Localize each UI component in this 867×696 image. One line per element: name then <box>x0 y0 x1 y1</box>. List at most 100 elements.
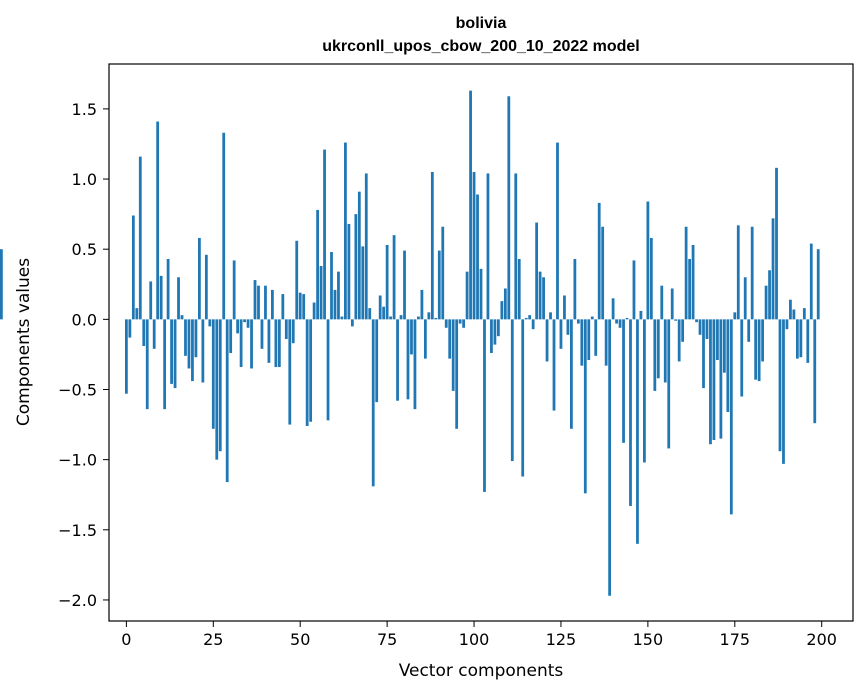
bar <box>597 202 601 320</box>
bar <box>295 240 299 320</box>
bar <box>152 319 156 349</box>
bar <box>674 319 678 321</box>
x-tick-label: 125 <box>546 630 577 649</box>
bar <box>576 319 580 324</box>
bar <box>458 319 462 324</box>
bar <box>608 319 612 596</box>
bar <box>486 173 490 320</box>
bar <box>670 288 674 320</box>
bar <box>510 319 514 462</box>
bar <box>277 319 281 368</box>
bar <box>326 319 330 421</box>
bar <box>403 250 406 320</box>
bar <box>625 317 629 320</box>
bar <box>357 191 361 320</box>
bar <box>434 317 438 320</box>
bar <box>319 266 323 320</box>
bar <box>545 319 549 362</box>
bar <box>333 289 337 320</box>
bar <box>795 319 799 359</box>
bar <box>559 319 563 349</box>
bar <box>312 302 316 320</box>
y-tick-label: −1.5 <box>58 521 97 540</box>
bar <box>166 259 170 320</box>
bar <box>754 319 758 380</box>
bar <box>229 319 233 354</box>
bar <box>340 316 344 320</box>
bar <box>159 275 163 320</box>
chart-subtitle: ukrconll_upos_cbow_200_10_2022 model <box>322 38 639 55</box>
x-tick-label: 50 <box>290 630 310 649</box>
bar <box>406 319 410 400</box>
bar <box>361 246 365 320</box>
bar <box>180 315 184 320</box>
bar <box>809 243 813 320</box>
bar <box>496 319 500 337</box>
bar <box>681 319 685 342</box>
bar <box>632 260 636 320</box>
bar <box>271 289 274 320</box>
bar <box>145 319 149 410</box>
bar <box>441 226 445 320</box>
bar <box>726 319 730 412</box>
bar <box>629 319 632 506</box>
bar <box>563 295 566 320</box>
bar <box>250 319 253 369</box>
bar <box>611 298 615 320</box>
bar <box>785 319 789 330</box>
bar <box>378 295 382 320</box>
x-tick-label: 0 <box>121 630 131 649</box>
bar <box>423 319 427 359</box>
bar <box>184 319 187 356</box>
bar <box>451 319 455 391</box>
bar <box>618 319 622 328</box>
bar <box>284 319 288 339</box>
bar <box>444 319 448 328</box>
bar <box>420 289 424 320</box>
bar <box>729 319 733 515</box>
bar <box>396 319 399 401</box>
bar <box>663 319 667 383</box>
bar <box>472 172 476 320</box>
bar <box>399 315 403 320</box>
bar <box>636 319 639 544</box>
bar <box>309 319 313 422</box>
bar <box>639 310 643 320</box>
bar <box>410 319 413 355</box>
bar <box>323 149 326 320</box>
y-axis-label: Components values <box>14 258 34 426</box>
bar <box>538 271 542 320</box>
bar <box>430 172 434 320</box>
bar <box>570 319 573 429</box>
bar <box>253 280 257 320</box>
bar <box>622 319 625 443</box>
bar <box>566 319 570 335</box>
bar <box>702 319 705 389</box>
bar <box>479 268 483 320</box>
bar <box>222 132 226 320</box>
bar <box>761 319 764 362</box>
bar <box>135 308 139 320</box>
x-tick-label: 100 <box>459 630 490 649</box>
x-tick-label: 175 <box>720 630 751 649</box>
bar <box>316 209 319 320</box>
bar <box>719 319 723 439</box>
bar <box>371 319 375 487</box>
bar <box>799 319 803 358</box>
bar <box>298 292 302 320</box>
bar <box>124 319 128 394</box>
bar <box>771 218 775 320</box>
bar <box>709 319 712 445</box>
bar <box>281 294 285 320</box>
bar <box>590 316 594 320</box>
bar <box>382 306 386 320</box>
bar <box>716 319 719 361</box>
bar <box>201 319 205 383</box>
x-axis-ticks: 0 25 50 75 100 125 150 175 200 <box>121 621 837 649</box>
bar <box>556 142 559 320</box>
bar <box>656 319 660 379</box>
bars-group <box>0 90 820 596</box>
bar <box>646 201 650 320</box>
bar <box>514 173 518 320</box>
